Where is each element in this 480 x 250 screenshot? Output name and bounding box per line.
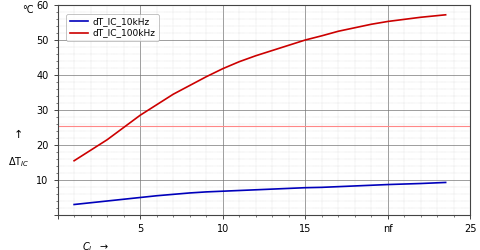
dT_IC_100kHz [253, 54, 259, 57]
dT_IC_10kHz [418, 182, 424, 185]
dT_IC_100kHz [204, 75, 209, 78]
dT_IC_100kHz [286, 44, 292, 47]
dT_IC_10kHz [121, 198, 127, 201]
dT_IC_100kHz [418, 16, 424, 19]
dT_IC_10kHz [236, 189, 242, 192]
dT_IC_10kHz [187, 192, 192, 194]
dT_IC_10kHz [253, 188, 259, 191]
dT_IC_10kHz [137, 196, 143, 199]
dT_IC_100kHz [443, 13, 448, 16]
dT_IC_10kHz [88, 201, 94, 204]
dT_IC_10kHz [71, 203, 77, 206]
dT_IC_10kHz [302, 186, 308, 189]
dT_IC_10kHz [385, 183, 391, 186]
Line: dT_IC_100kHz: dT_IC_100kHz [74, 15, 445, 161]
Text: °C: °C [23, 5, 34, 15]
Line: dT_IC_10kHz: dT_IC_10kHz [74, 182, 445, 204]
dT_IC_100kHz [269, 49, 275, 52]
dT_IC_100kHz [121, 126, 127, 129]
dT_IC_10kHz [443, 181, 448, 184]
dT_IC_10kHz [319, 186, 324, 189]
Text: $C_L$  →: $C_L$ → [83, 240, 109, 250]
dT_IC_100kHz [302, 38, 308, 42]
dT_IC_100kHz [187, 84, 192, 87]
dT_IC_100kHz [336, 30, 341, 33]
dT_IC_100kHz [319, 34, 324, 37]
dT_IC_100kHz [104, 138, 110, 141]
dT_IC_100kHz [220, 67, 226, 70]
Text: ↑: ↑ [14, 130, 23, 140]
dT_IC_100kHz [137, 114, 143, 117]
dT_IC_10kHz [154, 194, 159, 197]
dT_IC_10kHz [286, 187, 292, 190]
dT_IC_10kHz [269, 188, 275, 190]
dT_IC_10kHz [204, 190, 209, 194]
dT_IC_100kHz [71, 159, 77, 162]
dT_IC_100kHz [369, 23, 374, 26]
dT_IC_10kHz [369, 184, 374, 187]
dT_IC_10kHz [170, 193, 176, 196]
Text: ΔT$_{IC}$: ΔT$_{IC}$ [8, 156, 29, 170]
dT_IC_100kHz [88, 149, 94, 152]
dT_IC_100kHz [385, 20, 391, 23]
dT_IC_10kHz [104, 200, 110, 202]
dT_IC_10kHz [352, 184, 358, 188]
dT_IC_10kHz [336, 185, 341, 188]
dT_IC_100kHz [352, 26, 358, 29]
Legend: dT_IC_10kHz, dT_IC_100kHz: dT_IC_10kHz, dT_IC_100kHz [66, 14, 159, 41]
dT_IC_100kHz [170, 93, 176, 96]
dT_IC_100kHz [236, 60, 242, 63]
dT_IC_10kHz [220, 190, 226, 193]
dT_IC_100kHz [154, 103, 159, 106]
